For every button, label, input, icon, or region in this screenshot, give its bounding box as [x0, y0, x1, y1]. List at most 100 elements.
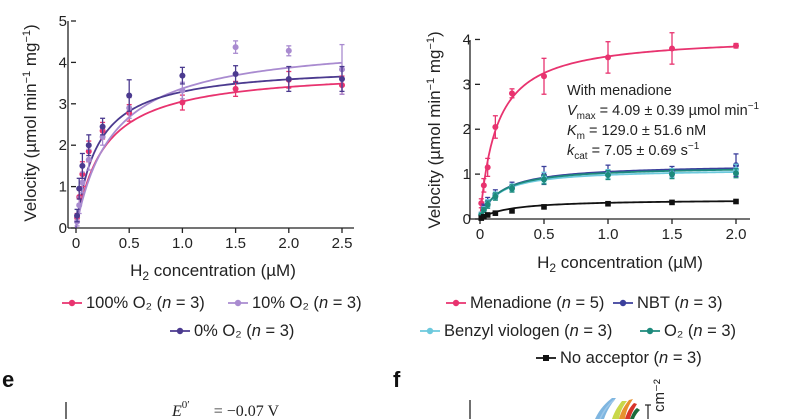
data-point [232, 80, 239, 97]
legend-item: 0% O₂ (n = 3) [170, 322, 294, 340]
y-tick-label: 1 [463, 166, 471, 183]
x-tick-label: 0 [72, 235, 80, 252]
x-tick-label: 1.0 [172, 235, 193, 252]
point-marker [480, 182, 487, 189]
point-marker [179, 87, 186, 94]
point-marker [541, 73, 547, 80]
legend-item: Menadione (n = 5) [446, 294, 604, 312]
point-marker [509, 208, 515, 214]
legend-item: 100% O₂ (n = 3) [62, 294, 205, 312]
point-marker [232, 44, 239, 51]
point-marker [74, 212, 81, 219]
colorbar-unit-fragment: cm⁻² [651, 379, 668, 412]
point-marker [605, 172, 611, 179]
point-marker [339, 75, 345, 82]
x-tick-label: 1.5 [662, 226, 683, 243]
y-tick-label: 2 [59, 137, 67, 154]
kinetic-annotation: With menadione Vmax = 4.09 ± 0.39 µmol m… [567, 83, 760, 162]
point-marker [99, 123, 106, 130]
y-tick-label: 4 [463, 31, 471, 48]
data-point [492, 210, 499, 216]
data-point [541, 174, 547, 185]
data-point [179, 66, 186, 85]
legend-marker [452, 299, 460, 307]
y-tick-label: 4 [59, 54, 67, 71]
legend-label: No acceptor (n = 3) [560, 349, 702, 367]
point-marker [509, 90, 515, 97]
panel-f-colorbar-fragment: cm⁻² [645, 379, 668, 419]
y-tick-label: 3 [463, 76, 471, 93]
data-point [339, 65, 345, 93]
data-point [492, 192, 499, 201]
point-marker [733, 170, 739, 177]
panel-f-heatmap-fragment [595, 398, 640, 419]
annotation-title: With menadione [567, 83, 672, 99]
data-point [669, 32, 675, 65]
point-marker [126, 92, 133, 99]
point-marker [85, 156, 92, 163]
legend-label: NBT (n = 3) [637, 294, 722, 312]
point-marker [232, 85, 239, 92]
point-marker [492, 210, 499, 216]
point-marker [484, 201, 491, 208]
x-tick-label: 0.5 [119, 235, 140, 252]
y-tick-label: 0 [59, 220, 67, 237]
point-marker [492, 193, 499, 200]
point-marker [79, 162, 86, 169]
annotation-vmax: Vmax = 4.09 ± 0.39 µmol min−1 [567, 101, 760, 122]
point-marker [285, 75, 292, 82]
y-tick-label: 0 [463, 211, 471, 228]
legend-label: Menadione (n = 5) [470, 294, 604, 312]
data-point [509, 88, 515, 99]
legend-marker [234, 299, 242, 307]
point-marker [733, 198, 739, 205]
data-point [85, 134, 92, 157]
data-point [76, 177, 83, 200]
legend-item: NBT (n = 3) [613, 294, 722, 312]
point-marker [733, 42, 739, 49]
data-point [74, 208, 81, 223]
data-point [285, 45, 292, 57]
data-point [509, 184, 515, 193]
x-tick-label: 0.5 [534, 226, 555, 243]
data-point [605, 200, 611, 207]
point-marker [85, 142, 92, 149]
data-point [484, 200, 491, 209]
fit-curve [75, 82, 343, 229]
point-marker [76, 185, 83, 192]
point-marker [541, 204, 547, 210]
point-marker [179, 72, 186, 79]
legend-marker [543, 355, 549, 361]
data-point [541, 204, 547, 210]
point-marker [285, 47, 292, 54]
fit-curve [75, 75, 343, 229]
x-tick-label: 1.5 [225, 235, 246, 252]
data-point [484, 212, 491, 218]
data-point [285, 65, 292, 93]
chart-right: 0 1 2 3 4 0 0.5 1.0 1.5 2.0 H2 concentration (µM… [420, 31, 760, 367]
point-marker [669, 199, 675, 206]
right-y-axis-label: Velocity (µmol min−1 mg−1) [425, 31, 444, 228]
data-point [733, 168, 739, 179]
y-tick-label: 1 [59, 179, 67, 196]
point-marker [492, 123, 499, 130]
left-y-axis-label: Velocity (µmol min−1 mg−1) [21, 24, 40, 221]
chart-left: 0 1 2 3 4 5 0 0.5 1.0 1.5 2.0 2.5 H2 concentration… [21, 13, 362, 340]
legend-label: Benzyl viologen (n = 3) [444, 322, 612, 340]
point-marker [605, 200, 611, 207]
point-marker [76, 202, 83, 209]
annotation-kcat: kcat = 7.05 ± 0.69 s−1 [567, 141, 700, 162]
data-point [99, 117, 106, 136]
x-tick-label: 1.0 [598, 226, 619, 243]
y-tick-label: 3 [59, 96, 67, 113]
legend-label: 100% O₂ (n = 3) [86, 294, 205, 312]
legend-item: O₂ (n = 3) [640, 322, 736, 340]
point-marker [179, 99, 186, 106]
legend-marker [646, 327, 654, 335]
legend-label: 10% O₂ (n = 3) [252, 294, 362, 312]
x-tick-label: 2.0 [726, 226, 747, 243]
legend-marker [176, 327, 184, 335]
panel-label-f: f [393, 367, 401, 392]
x-tick-label: 2.5 [332, 235, 353, 252]
